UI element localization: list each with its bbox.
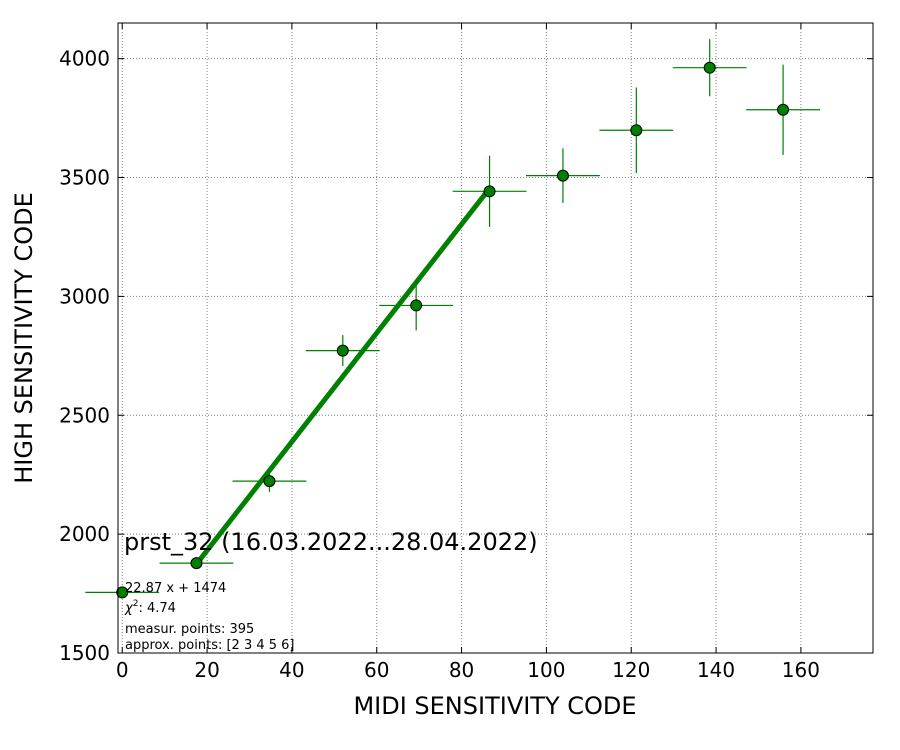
data-point xyxy=(410,299,423,312)
x-tick-label: 20 xyxy=(194,658,219,682)
x-tick-label: 160 xyxy=(782,658,820,682)
x-tick-label: 100 xyxy=(527,658,565,682)
x-tick-labels: 0 20 40 60 80 100 120 140 160 xyxy=(116,658,820,682)
grid xyxy=(118,23,873,654)
data-point xyxy=(556,169,569,182)
data-points xyxy=(116,61,790,599)
x-tick-label: 0 xyxy=(116,658,129,682)
y-tick-labels: 1500 2000 2500 3000 3500 4000 xyxy=(59,47,110,665)
data-point xyxy=(263,475,276,488)
y-tick-label: 2000 xyxy=(59,522,110,546)
y-tick-label: 3000 xyxy=(59,284,110,308)
error-bars xyxy=(85,39,820,593)
plot-frame xyxy=(117,22,874,654)
data-point xyxy=(703,61,716,74)
data-point xyxy=(483,185,496,198)
chi2-exponent: 2 xyxy=(133,599,139,609)
y-tick-label: 1500 xyxy=(59,641,110,665)
annotation-equation: 22.87 x + 1474 xyxy=(125,581,226,596)
x-tick-label: 60 xyxy=(364,658,389,682)
chi2-value: : 4.74 xyxy=(138,601,175,616)
x-tick-label: 80 xyxy=(449,658,474,682)
y-tick-label: 4000 xyxy=(59,47,110,71)
y-tick-label: 3500 xyxy=(59,166,110,190)
annotation-chi2: χ2: 4.74 xyxy=(124,599,176,616)
data-point xyxy=(116,586,129,599)
x-tick-label: 40 xyxy=(279,658,304,682)
annotation-period: prst_32 (16.03.2022...28.04.2022) xyxy=(124,528,538,556)
fit-line-group xyxy=(194,186,492,566)
data-point xyxy=(336,344,349,357)
chi2-symbol: χ xyxy=(124,601,134,616)
annotation-measur-points: measur. points: 395 xyxy=(125,622,254,637)
x-tick-label: 140 xyxy=(697,658,735,682)
y-tick-label: 2500 xyxy=(59,403,110,427)
data-point xyxy=(630,124,643,137)
ticks xyxy=(118,23,873,654)
annotation-approx-points: approx. points: [2 3 4 5 6] xyxy=(125,638,295,653)
fit-line xyxy=(194,186,492,566)
data-point xyxy=(777,103,790,116)
y-axis-label: HIGH SENSITIVITY CODE xyxy=(10,192,38,484)
x-tick-label: 120 xyxy=(612,658,650,682)
data-point xyxy=(190,557,203,570)
x-axis-label: MIDI SENSITIVITY CODE xyxy=(353,692,636,720)
